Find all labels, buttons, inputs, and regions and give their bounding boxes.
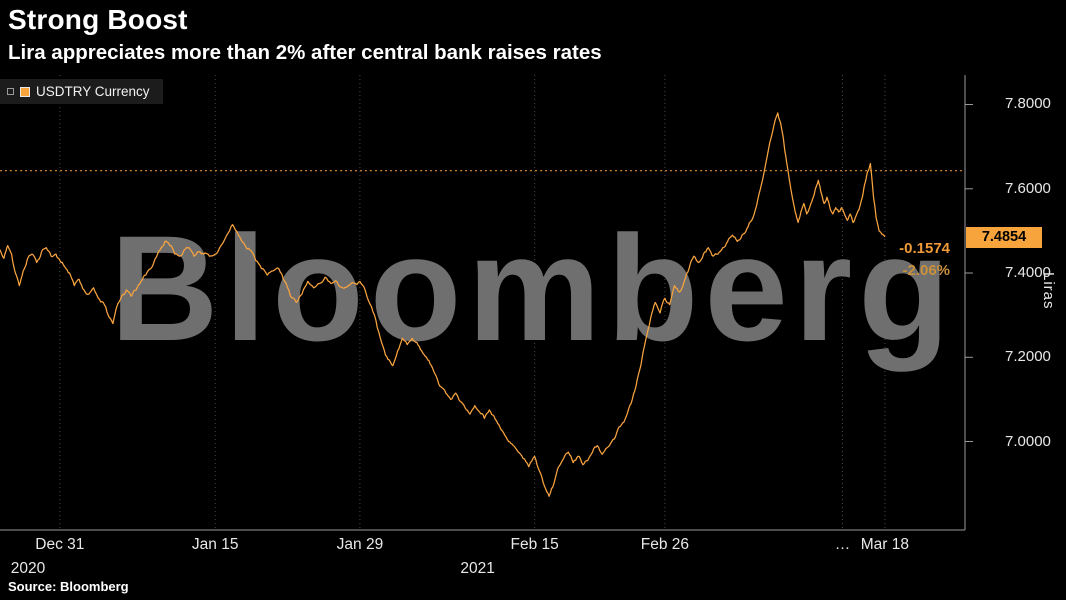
source-attribution: Source: Bloomberg xyxy=(8,579,129,594)
x-axis-label: Feb 15 xyxy=(510,536,559,553)
chart-subtitle: Lira appreciates more than 2% after cent… xyxy=(8,41,602,64)
y-axis-label: 7.4000 xyxy=(1005,264,1051,281)
x-axis-label: Dec 31 xyxy=(35,536,85,553)
x-axis-label: Mar 18 xyxy=(860,536,910,553)
x-axis-label: Feb 26 xyxy=(640,536,690,553)
percent-change-value: -2.06% xyxy=(902,262,950,280)
y-axis-unit-label: Liras xyxy=(1040,272,1057,310)
legend: USDTRY Currency xyxy=(0,79,163,104)
y-axis-label: 7.6000 xyxy=(1005,179,1051,197)
x-axis-label: … xyxy=(834,536,851,553)
x-axis-label: Jan 29 xyxy=(336,536,384,553)
chart-title: Strong Boost xyxy=(8,4,188,35)
axes-layer xyxy=(0,75,973,531)
usdtry-price-line xyxy=(0,112,886,497)
y-axis-label: 7.0000 xyxy=(1005,432,1051,450)
last-price-badge: 7.4854 xyxy=(966,226,1042,248)
x-axis-year-label: 2020 xyxy=(10,560,46,577)
y-axis-label: 7.8000 xyxy=(1005,95,1051,113)
series-layer xyxy=(0,112,965,497)
legend-toggle-icon xyxy=(7,88,14,95)
series-swatch-icon xyxy=(20,86,30,97)
net-change-value: -0.1574 xyxy=(899,240,950,258)
y-axis-label: 7.2000 xyxy=(1005,348,1051,366)
legend-series-label: USDTRY Currency xyxy=(36,84,150,99)
bloomberg-watermark: Bloomberg xyxy=(110,204,956,372)
x-axis-label: Jan 15 xyxy=(191,536,239,553)
x-axis-year-label: 2021 xyxy=(460,560,495,577)
